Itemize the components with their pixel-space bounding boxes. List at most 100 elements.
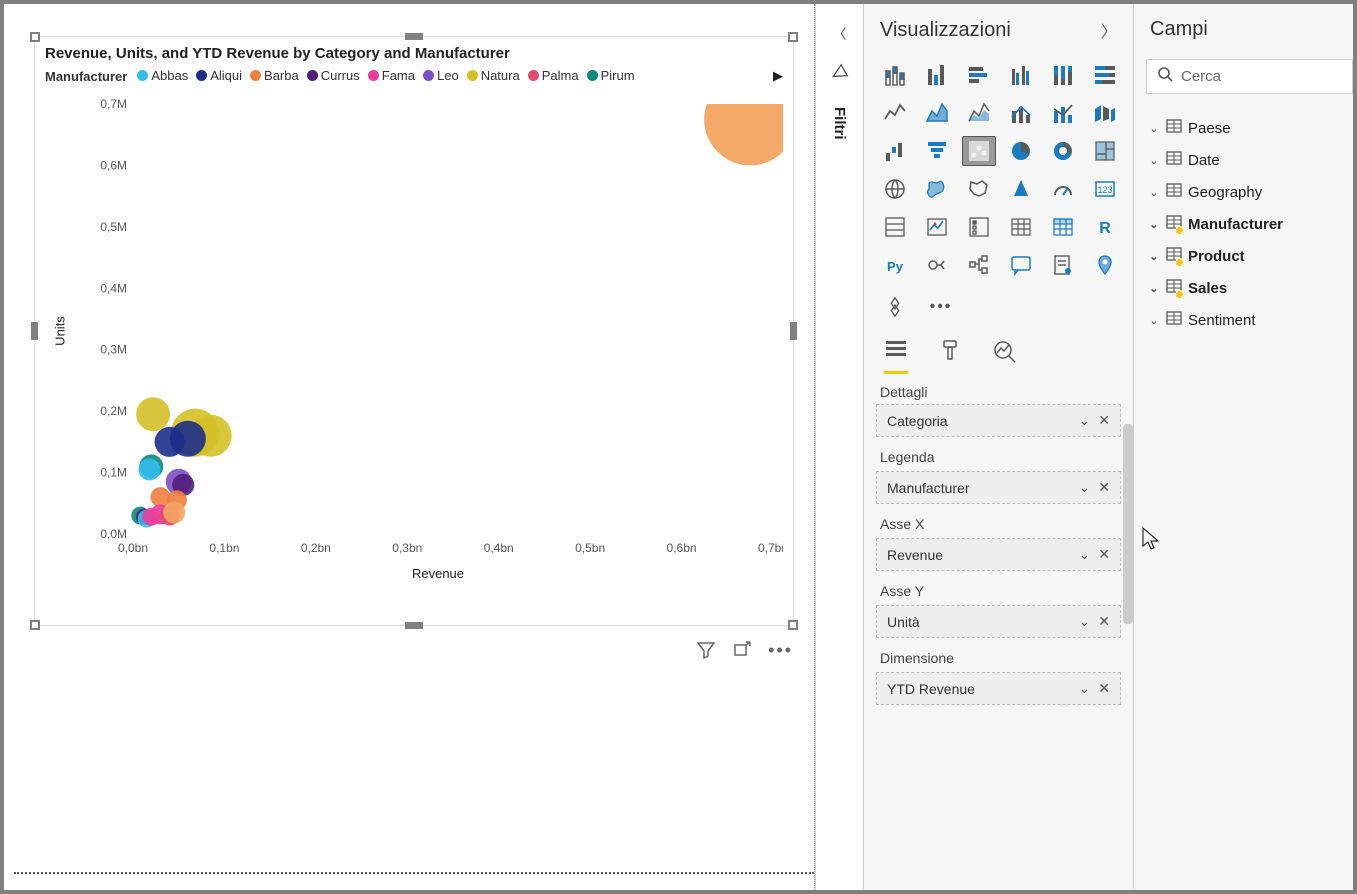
viz-type-icon[interactable] bbox=[920, 174, 954, 204]
expand-filters-icon[interactable]: 〈 bbox=[833, 24, 847, 44]
viz-type-icon[interactable] bbox=[1088, 136, 1122, 166]
viz-scrollbar[interactable] bbox=[1123, 424, 1133, 624]
resize-handle-right[interactable] bbox=[790, 322, 797, 340]
viz-type-icon[interactable] bbox=[920, 250, 954, 280]
tab-fields-icon[interactable] bbox=[884, 338, 908, 374]
resize-handle-bottom[interactable] bbox=[405, 622, 423, 629]
field-table-row[interactable]: ⌄Sentiment bbox=[1138, 304, 1349, 336]
collapse-viz-icon[interactable]: 〉 bbox=[1101, 18, 1117, 42]
viz-gallery-extra: ••• bbox=[864, 288, 1133, 332]
bookmark-icon[interactable] bbox=[826, 61, 853, 90]
viz-type-icon[interactable] bbox=[920, 98, 954, 128]
well-remove-icon[interactable]: ✕ bbox=[1098, 613, 1110, 630]
field-well[interactable]: YTD Revenue⌄✕ bbox=[876, 672, 1121, 705]
viz-type-icon[interactable] bbox=[962, 98, 996, 128]
field-table-name: Sales bbox=[1188, 280, 1227, 297]
field-table-row[interactable]: ⌄Sales bbox=[1138, 272, 1349, 304]
viz-type-icon[interactable] bbox=[962, 250, 996, 280]
viz-type-icon[interactable] bbox=[1004, 212, 1038, 242]
resize-handle-tr[interactable] bbox=[788, 32, 798, 42]
viz-type-icon[interactable]: R bbox=[1088, 212, 1122, 242]
legend-item[interactable]: Palma bbox=[528, 68, 579, 83]
fields-search[interactable]: Cerca bbox=[1146, 59, 1353, 94]
field-table-row[interactable]: ⌄Geography bbox=[1138, 176, 1349, 208]
well-dropdown-icon[interactable]: ⌄ bbox=[1079, 412, 1091, 429]
viz-type-icon[interactable] bbox=[1004, 98, 1038, 128]
viz-type-icon[interactable]: 123 bbox=[1088, 174, 1122, 204]
legend-item[interactable]: Aliqui bbox=[196, 68, 242, 83]
field-well[interactable]: Unità⌄✕ bbox=[876, 605, 1121, 638]
chart-plot-area[interactable]: 0,0M0,1M0,2M0,3M0,4M0,5M0,6M0,7M 0,0bn0,… bbox=[83, 94, 783, 564]
well-dropdown-icon[interactable]: ⌄ bbox=[1079, 613, 1091, 630]
legend-overflow-icon[interactable]: ▶ bbox=[773, 68, 783, 84]
viz-type-icon[interactable] bbox=[1088, 60, 1122, 90]
viz-type-icon[interactable] bbox=[1004, 250, 1038, 280]
viz-type-icon[interactable] bbox=[1046, 98, 1080, 128]
chevron-down-icon: ⌄ bbox=[1148, 218, 1160, 231]
field-well[interactable]: Revenue⌄✕ bbox=[876, 538, 1121, 571]
well-dropdown-icon[interactable]: ⌄ bbox=[1079, 680, 1091, 697]
chart-legend: Manufacturer AbbasAliquiBarbaCurrusFamaL… bbox=[35, 64, 793, 88]
viz-type-icon[interactable]: Py bbox=[878, 250, 912, 280]
well-remove-icon[interactable]: ✕ bbox=[1098, 412, 1110, 429]
viz-get-more-icon[interactable] bbox=[878, 292, 912, 322]
tab-analytics-icon[interactable] bbox=[992, 339, 1018, 374]
legend-item[interactable]: Pirum bbox=[587, 68, 635, 83]
field-table-row[interactable]: ⌄Paese bbox=[1138, 112, 1349, 144]
viz-type-icon[interactable] bbox=[1046, 212, 1080, 242]
resize-handle-left[interactable] bbox=[31, 322, 38, 340]
field-table-row[interactable]: ⌄Date bbox=[1138, 144, 1349, 176]
well-dropdown-icon[interactable]: ⌄ bbox=[1079, 479, 1091, 496]
viz-type-icon[interactable] bbox=[1046, 174, 1080, 204]
viz-type-icon[interactable] bbox=[1046, 136, 1080, 166]
legend-item[interactable]: Abbas bbox=[137, 68, 188, 83]
resize-handle-bl[interactable] bbox=[30, 620, 40, 630]
viz-type-icon[interactable] bbox=[1046, 250, 1080, 280]
well-label: Legenda bbox=[880, 449, 1117, 465]
viz-type-icon[interactable] bbox=[878, 60, 912, 90]
resize-handle-top[interactable] bbox=[405, 33, 423, 40]
well-dropdown-icon[interactable]: ⌄ bbox=[1079, 546, 1091, 563]
resize-handle-tl[interactable] bbox=[30, 32, 40, 42]
report-canvas[interactable]: Revenue, Units, and YTD Revenue by Categ… bbox=[4, 4, 815, 890]
viz-type-icon[interactable] bbox=[920, 60, 954, 90]
viz-type-icon[interactable] bbox=[962, 212, 996, 242]
scatter-visual[interactable]: Revenue, Units, and YTD Revenue by Categ… bbox=[34, 36, 794, 626]
legend-item[interactable]: Currus bbox=[307, 68, 360, 83]
viz-type-icon[interactable] bbox=[878, 98, 912, 128]
viz-type-icon[interactable]: ▲ bbox=[920, 212, 954, 242]
viz-type-icon[interactable] bbox=[920, 136, 954, 166]
viz-type-icon[interactable] bbox=[1004, 174, 1038, 204]
viz-type-icon[interactable] bbox=[878, 174, 912, 204]
field-table-row[interactable]: ⌄Manufacturer bbox=[1138, 208, 1349, 240]
viz-type-icon[interactable] bbox=[1004, 60, 1038, 90]
viz-type-icon[interactable] bbox=[1046, 60, 1080, 90]
viz-type-icon[interactable] bbox=[962, 174, 996, 204]
viz-more-icon[interactable]: ••• bbox=[924, 292, 958, 322]
more-options-icon[interactable]: ••• bbox=[768, 640, 793, 661]
legend-item[interactable]: Leo bbox=[423, 68, 459, 83]
viz-type-icon[interactable] bbox=[962, 60, 996, 90]
field-well[interactable]: Categoria⌄✕ bbox=[876, 404, 1121, 437]
viz-type-icon[interactable] bbox=[1004, 136, 1038, 166]
viz-type-icon[interactable] bbox=[1088, 98, 1122, 128]
tab-format-icon[interactable] bbox=[938, 339, 962, 374]
well-remove-icon[interactable]: ✕ bbox=[1098, 479, 1110, 496]
legend-item[interactable]: Barba bbox=[250, 68, 299, 83]
legend-item[interactable]: Natura bbox=[467, 68, 520, 83]
focus-mode-icon[interactable] bbox=[732, 640, 752, 661]
well-remove-icon[interactable]: ✕ bbox=[1098, 680, 1110, 697]
field-table-row[interactable]: ⌄Product bbox=[1138, 240, 1349, 272]
legend-dot bbox=[196, 70, 207, 81]
viz-type-icon[interactable] bbox=[878, 212, 912, 242]
visual-footer: ••• bbox=[696, 640, 793, 661]
viz-type-icon[interactable] bbox=[962, 136, 996, 166]
legend-item[interactable]: Fama bbox=[368, 68, 415, 83]
viz-type-icon[interactable] bbox=[1088, 250, 1122, 280]
viz-type-icon[interactable] bbox=[878, 136, 912, 166]
resize-handle-br[interactable] bbox=[788, 620, 798, 630]
field-well[interactable]: Manufacturer⌄✕ bbox=[876, 471, 1121, 504]
chevron-down-icon: ⌄ bbox=[1148, 122, 1160, 135]
filter-icon[interactable] bbox=[696, 640, 716, 661]
well-remove-icon[interactable]: ✕ bbox=[1098, 546, 1110, 563]
